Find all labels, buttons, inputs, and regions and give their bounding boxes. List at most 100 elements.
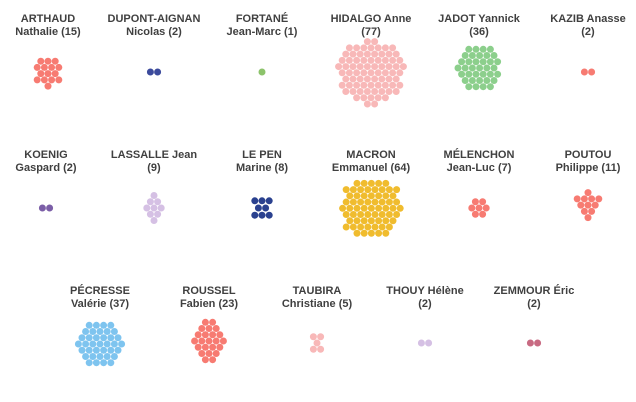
vote-dot: [381, 94, 389, 102]
vote-dot: [114, 346, 122, 354]
vote-dot: [360, 44, 368, 52]
vote-dot: [342, 211, 350, 219]
vote-dot: [371, 100, 379, 108]
candidate-count-label: (2): [165, 26, 182, 38]
vote-dot: [425, 339, 433, 347]
vote-dot: [483, 64, 491, 72]
vote-dot: [338, 81, 346, 89]
vote-dot: [382, 229, 390, 237]
vote-dot: [374, 56, 382, 64]
vote-dot: [357, 223, 365, 231]
candidate-count-label: (7): [495, 162, 512, 174]
vote-dot: [258, 211, 266, 219]
vote-dot: [201, 331, 209, 339]
vote-dot: [146, 198, 154, 206]
vote-dot: [265, 211, 273, 219]
vote-dot: [486, 45, 494, 53]
vote-dot: [461, 64, 469, 72]
vote-dot: [114, 334, 122, 342]
vote-dot: [371, 198, 379, 206]
candidate-first-name: Philippe: [556, 162, 599, 174]
candidate-detail-label: Emmanuel (64): [332, 162, 411, 174]
vote-dot: [48, 63, 56, 71]
vote-dot: [357, 198, 365, 206]
vote-dot: [357, 186, 365, 194]
vote-dot: [353, 94, 361, 102]
vote-dot: [378, 50, 386, 58]
candidate-count-label: (8): [271, 162, 288, 174]
vote-dot: [378, 63, 386, 71]
vote-dot: [483, 76, 491, 84]
vote-dot: [342, 50, 350, 58]
vote-dot: [486, 58, 494, 66]
candidate-detail-label: Jean-Luc (7): [447, 162, 512, 174]
vote-dot: [191, 337, 199, 345]
vote-dot: [580, 195, 588, 203]
candidate-first-name: Emmanuel: [332, 162, 388, 174]
vote-dot: [364, 223, 372, 231]
candidate-count-label: (1): [281, 26, 298, 38]
candidate-count-label: (36): [469, 26, 489, 38]
candidate-name-label: DUPONT-AIGNAN: [108, 13, 201, 25]
candidate-first-name: Nicolas: [126, 26, 165, 38]
vote-dot: [364, 186, 372, 194]
vote-dot: [392, 50, 400, 58]
vote-dot: [472, 58, 480, 66]
vote-dot: [345, 69, 353, 77]
candidate-group: HIDALGO Anne(77): [331, 13, 412, 108]
vote-dot: [107, 334, 115, 342]
candidate-name-label: PÉCRESSE: [70, 284, 130, 297]
vote-dot: [360, 217, 368, 225]
vote-dot: [472, 70, 480, 78]
vote-dot: [367, 94, 375, 102]
vote-dot: [251, 211, 259, 219]
vote-dot: [353, 204, 361, 212]
vote-dot: [205, 337, 213, 345]
vote-dot: [483, 52, 491, 60]
vote-dot: [317, 345, 325, 353]
vote-dot: [468, 52, 476, 60]
vote-dot: [78, 346, 86, 354]
vote-dot: [40, 76, 48, 84]
candidate-first-name: Nathalie: [15, 26, 58, 38]
vote-dot: [375, 229, 383, 237]
vote-dot: [157, 204, 165, 212]
vote-dot: [392, 88, 400, 96]
vote-dot: [382, 204, 390, 212]
candidate-name-label: TAUBIRA: [293, 285, 342, 297]
vote-dot: [367, 204, 375, 212]
vote-dot: [360, 204, 368, 212]
vote-dot: [375, 217, 383, 225]
vote-dot: [353, 44, 361, 52]
vote-dot: [146, 210, 154, 218]
vote-dot: [371, 223, 379, 231]
vote-dot: [479, 45, 487, 53]
vote-dot: [194, 343, 202, 351]
vote-dot: [254, 204, 262, 212]
vote-dot: [258, 68, 266, 76]
vote-dot: [356, 63, 364, 71]
candidate-name-label: ROUSSEL: [182, 285, 235, 297]
vote-dot: [367, 44, 375, 52]
candidate-name-label: LASSALLE Jean: [111, 149, 197, 161]
vote-dot: [490, 52, 498, 60]
vote-dot: [381, 81, 389, 89]
vote-dot: [342, 186, 350, 194]
vote-dot: [468, 76, 476, 84]
candidate-detail-label: Nathalie (15): [15, 26, 81, 38]
vote-dot: [393, 198, 401, 206]
vote-dot: [385, 75, 393, 83]
vote-dot: [458, 58, 466, 66]
candidate-name-label: HIDALGO Anne: [331, 13, 412, 25]
vote-dot: [353, 56, 361, 64]
vote-dot: [360, 81, 368, 89]
vote-dot: [378, 198, 386, 206]
vote-dot: [490, 64, 498, 72]
vote-dot: [393, 211, 401, 219]
candidate-group: ZEMMOUR Éric(2): [494, 284, 574, 347]
vote-dot: [584, 189, 592, 197]
